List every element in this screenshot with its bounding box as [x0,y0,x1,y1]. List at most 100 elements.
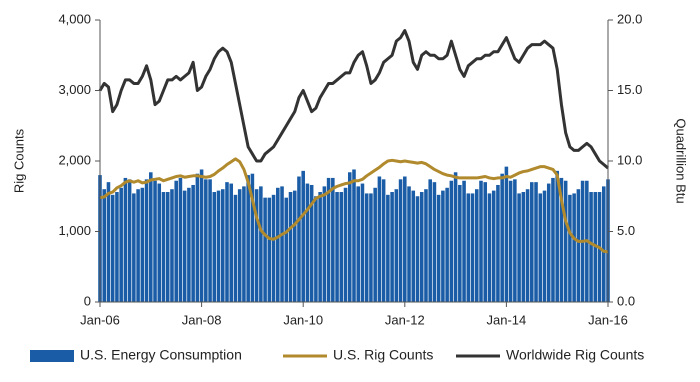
bar [326,177,331,302]
x-tick-label: Jan-08 [182,312,222,327]
legend-label: U.S. Rig Counts [333,347,433,363]
bar [335,192,339,302]
bar [297,176,301,302]
bar [424,189,428,302]
bar [542,190,547,302]
bar [428,179,432,302]
bar [149,172,153,302]
bar [415,196,420,302]
bar [305,183,310,302]
x-tick-label: Jan-06 [80,312,120,327]
y2-tick-label: 5.0 [617,223,635,238]
bar [110,194,115,302]
bar [546,183,551,302]
y-tick-label: 0 [84,293,91,308]
bar [572,193,576,302]
y2-tick-label: 15.0 [617,82,642,97]
bar [381,179,386,302]
bar [462,180,466,302]
bar [165,192,170,302]
bar [106,182,111,302]
bar [182,190,187,302]
bar [140,187,145,302]
bar [301,170,305,302]
bar [102,189,107,302]
bar [589,192,593,302]
bar [377,176,382,302]
bar [356,186,361,302]
bar [551,177,555,302]
bar [178,177,183,302]
bar [170,189,174,302]
bar [555,170,559,302]
bar [386,194,390,302]
bar [157,183,162,302]
bar [271,194,276,302]
bar [508,180,513,302]
legend-label: U.S. Energy Consumption [80,347,242,363]
y-axis-label: Rig Counts [11,128,26,193]
bar [314,196,318,302]
x-tick-label: Jan-16 [588,312,628,327]
bar [347,172,352,302]
bar [436,194,441,302]
bar [369,193,373,302]
bar [123,177,128,302]
bar [331,177,335,302]
bar [195,173,200,302]
bar [487,193,492,302]
bar [373,187,377,302]
bar [254,189,259,302]
bar [534,182,538,302]
bar [601,186,606,302]
bar [250,173,255,302]
bar [525,189,530,302]
y-tick-label: 3,000 [58,82,91,97]
bar [199,169,204,302]
bar [390,192,394,302]
bar [496,184,500,302]
bar [225,182,229,302]
bar [144,179,149,302]
bar [220,189,225,302]
bar [318,192,322,302]
bar [229,183,234,302]
bar [161,192,166,302]
bar [246,175,250,302]
bar [441,190,445,302]
bar [136,189,140,302]
bar [445,187,449,302]
bar [474,189,479,302]
bar [517,193,521,302]
bar [411,190,416,302]
y-tick-label: 4,000 [58,11,91,26]
bar [394,189,399,302]
y2-tick-label: 0.0 [617,293,635,308]
legend-swatch [30,350,74,362]
y2-axis-label: Quadrillion Btu [674,118,689,203]
bar [352,169,356,302]
bar [466,193,471,302]
bar [364,193,369,302]
bar [259,186,263,302]
y-tick-label: 1,000 [58,223,91,238]
bar [242,186,246,302]
y2-tick-label: 10.0 [617,152,642,167]
bar [339,192,344,302]
bar [208,179,212,302]
bar [398,179,403,302]
bar [343,187,348,302]
bar [449,180,454,302]
bar [403,176,407,302]
bar [322,186,327,302]
bar [174,180,178,302]
bar [115,192,119,302]
line [99,157,609,254]
bar [276,187,280,302]
bar [132,193,136,302]
bar [559,177,564,302]
bar [267,197,272,302]
x-tick-label: Jan-10 [283,312,323,327]
bar [284,197,289,302]
